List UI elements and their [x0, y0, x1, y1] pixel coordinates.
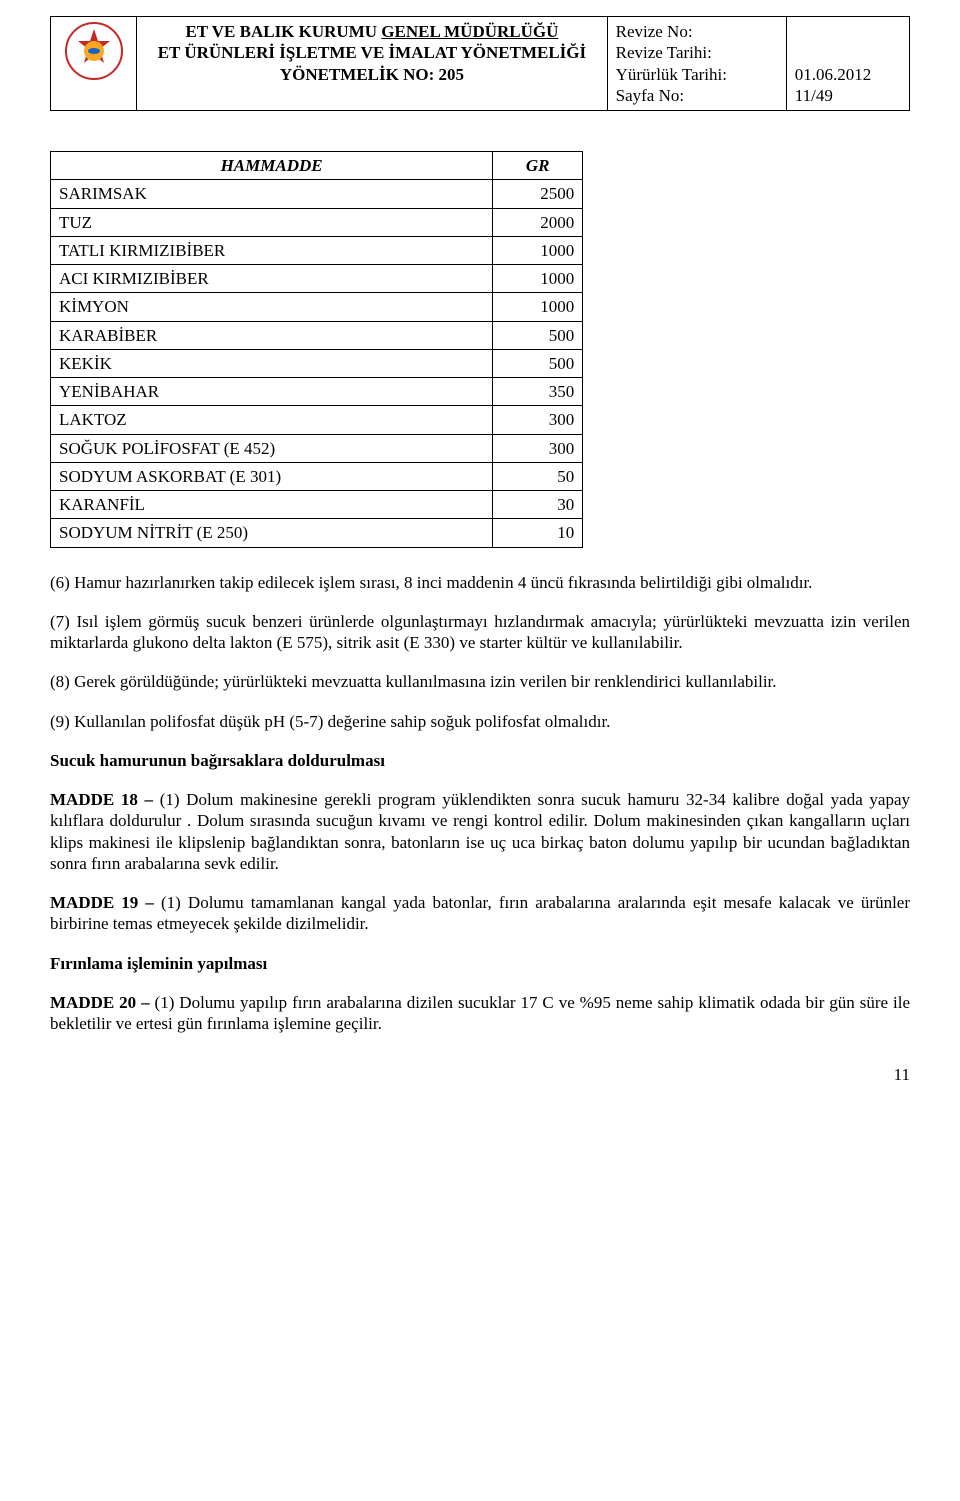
ingredient-value: 300 [493, 434, 583, 462]
table-row: SODYUM NİTRİT (E 250)10 [51, 519, 583, 547]
ingredient-value: 1000 [493, 265, 583, 293]
madde-20: MADDE 20 – (1) Dolumu yapılıp fırın arab… [50, 992, 910, 1035]
madde-20-text: (1) Dolumu yapılıp fırın arabalarına diz… [50, 993, 910, 1033]
ingredient-name: SODYUM NİTRİT (E 250) [51, 519, 493, 547]
ingredient-value: 2000 [493, 208, 583, 236]
yururluk-label: Yürürlük Tarihi: [616, 65, 727, 84]
col-header-name: HAMMADDE [51, 152, 493, 180]
ingredient-name: KEKİK [51, 349, 493, 377]
madde-19-label: MADDE 19 – [50, 893, 161, 912]
org-name-part1: ET VE BALIK KURUMU [185, 22, 381, 41]
ingredient-name: SODYUM ASKORBAT (E 301) [51, 462, 493, 490]
sayfa-value: 11/49 [795, 86, 833, 105]
ingredient-name: TUZ [51, 208, 493, 236]
logo-cell [51, 17, 137, 111]
table-row: SARIMSAK2500 [51, 180, 583, 208]
ingredient-name: SARIMSAK [51, 180, 493, 208]
sayfa-label: Sayfa No: [616, 86, 684, 105]
ingredient-name: LAKTOZ [51, 406, 493, 434]
doc-title-line1: ET ÜRÜNLERİ İŞLETME VE İMALAT YÖNETMELİĞ… [158, 43, 586, 62]
madde-19: MADDE 19 – (1) Dolumu tamamlanan kangal … [50, 892, 910, 935]
table-row: SODYUM ASKORBAT (E 301)50 [51, 462, 583, 490]
ingredient-value: 350 [493, 378, 583, 406]
ingredient-value: 30 [493, 491, 583, 519]
col-header-value: GR [493, 152, 583, 180]
ingredient-name: KARABİBER [51, 321, 493, 349]
section-title-doldurma: Sucuk hamurunun bağırsaklara doldurulmas… [50, 750, 910, 771]
ingredient-name: SOĞUK POLİFOSFAT (E 452) [51, 434, 493, 462]
table-row: KEKİK500 [51, 349, 583, 377]
meta-labels: Revize No: Revize Tarihi: Yürürlük Tarih… [607, 17, 786, 111]
doc-title-line2: YÖNETMELİK NO: 205 [280, 65, 464, 84]
ingredient-value: 1000 [493, 236, 583, 264]
table-row: TUZ2000 [51, 208, 583, 236]
paragraph-8: (8) Gerek görüldüğünde; yürürlükteki mev… [50, 671, 910, 692]
section-title-firinlama: Fırınlama işleminin yapılması [50, 953, 910, 974]
paragraph-6: (6) Hamur hazırlanırken takip edilecek i… [50, 572, 910, 593]
table-row: KARANFİL30 [51, 491, 583, 519]
madde-18-label: MADDE 18 – [50, 790, 160, 809]
paragraph-9: (9) Kullanılan polifosfat düşük pH (5-7)… [50, 711, 910, 732]
ingredient-name: KARANFİL [51, 491, 493, 519]
ingredient-value: 10 [493, 519, 583, 547]
table-row: SOĞUK POLİFOSFAT (E 452)300 [51, 434, 583, 462]
madde-18: MADDE 18 – (1) Dolum makinesine gerekli … [50, 789, 910, 874]
org-name-underline: GENEL MÜDÜRLÜĞÜ [381, 22, 558, 41]
table-row: YENİBAHAR350 [51, 378, 583, 406]
table-row: ACI KIRMIZIBİBER1000 [51, 265, 583, 293]
madde-20-label: MADDE 20 – [50, 993, 155, 1012]
ingredient-value: 1000 [493, 293, 583, 321]
ingredient-value: 500 [493, 349, 583, 377]
ingredient-name: ACI KIRMIZIBİBER [51, 265, 493, 293]
revize-no-label: Revize No: [616, 22, 693, 41]
revize-tarihi-label: Revize Tarihi: [616, 43, 712, 62]
madde-19-text: (1) Dolumu tamamlanan kangal yada batonl… [50, 893, 910, 933]
table-row: LAKTOZ300 [51, 406, 583, 434]
ingredient-name: TATLI KIRMIZIBİBER [51, 236, 493, 264]
document-header: ET VE BALIK KURUMU GENEL MÜDÜRLÜĞÜ ET ÜR… [50, 16, 910, 111]
paragraph-7: (7) Isıl işlem görmüş sucuk benzeri ürün… [50, 611, 910, 654]
table-row: KİMYON1000 [51, 293, 583, 321]
table-row: KARABİBER500 [51, 321, 583, 349]
ingredient-name: YENİBAHAR [51, 378, 493, 406]
document-title-cell: ET VE BALIK KURUMU GENEL MÜDÜRLÜĞÜ ET ÜR… [137, 17, 607, 111]
ingredient-name: KİMYON [51, 293, 493, 321]
ingredients-table: HAMMADDE GR SARIMSAK2500TUZ2000TATLI KIR… [50, 151, 583, 548]
ingredient-value: 500 [493, 321, 583, 349]
ingredient-value: 2500 [493, 180, 583, 208]
ingredient-value: 300 [493, 406, 583, 434]
table-row: TATLI KIRMIZIBİBER1000 [51, 236, 583, 264]
ingredient-value: 50 [493, 462, 583, 490]
meta-values: 01.06.2012 11/49 [786, 17, 909, 111]
madde-18-text: (1) Dolum makinesine gerekli program yük… [50, 790, 910, 873]
organization-logo-icon [64, 21, 124, 81]
yururluk-value: 01.06.2012 [795, 65, 872, 84]
page-number: 11 [50, 1064, 910, 1085]
